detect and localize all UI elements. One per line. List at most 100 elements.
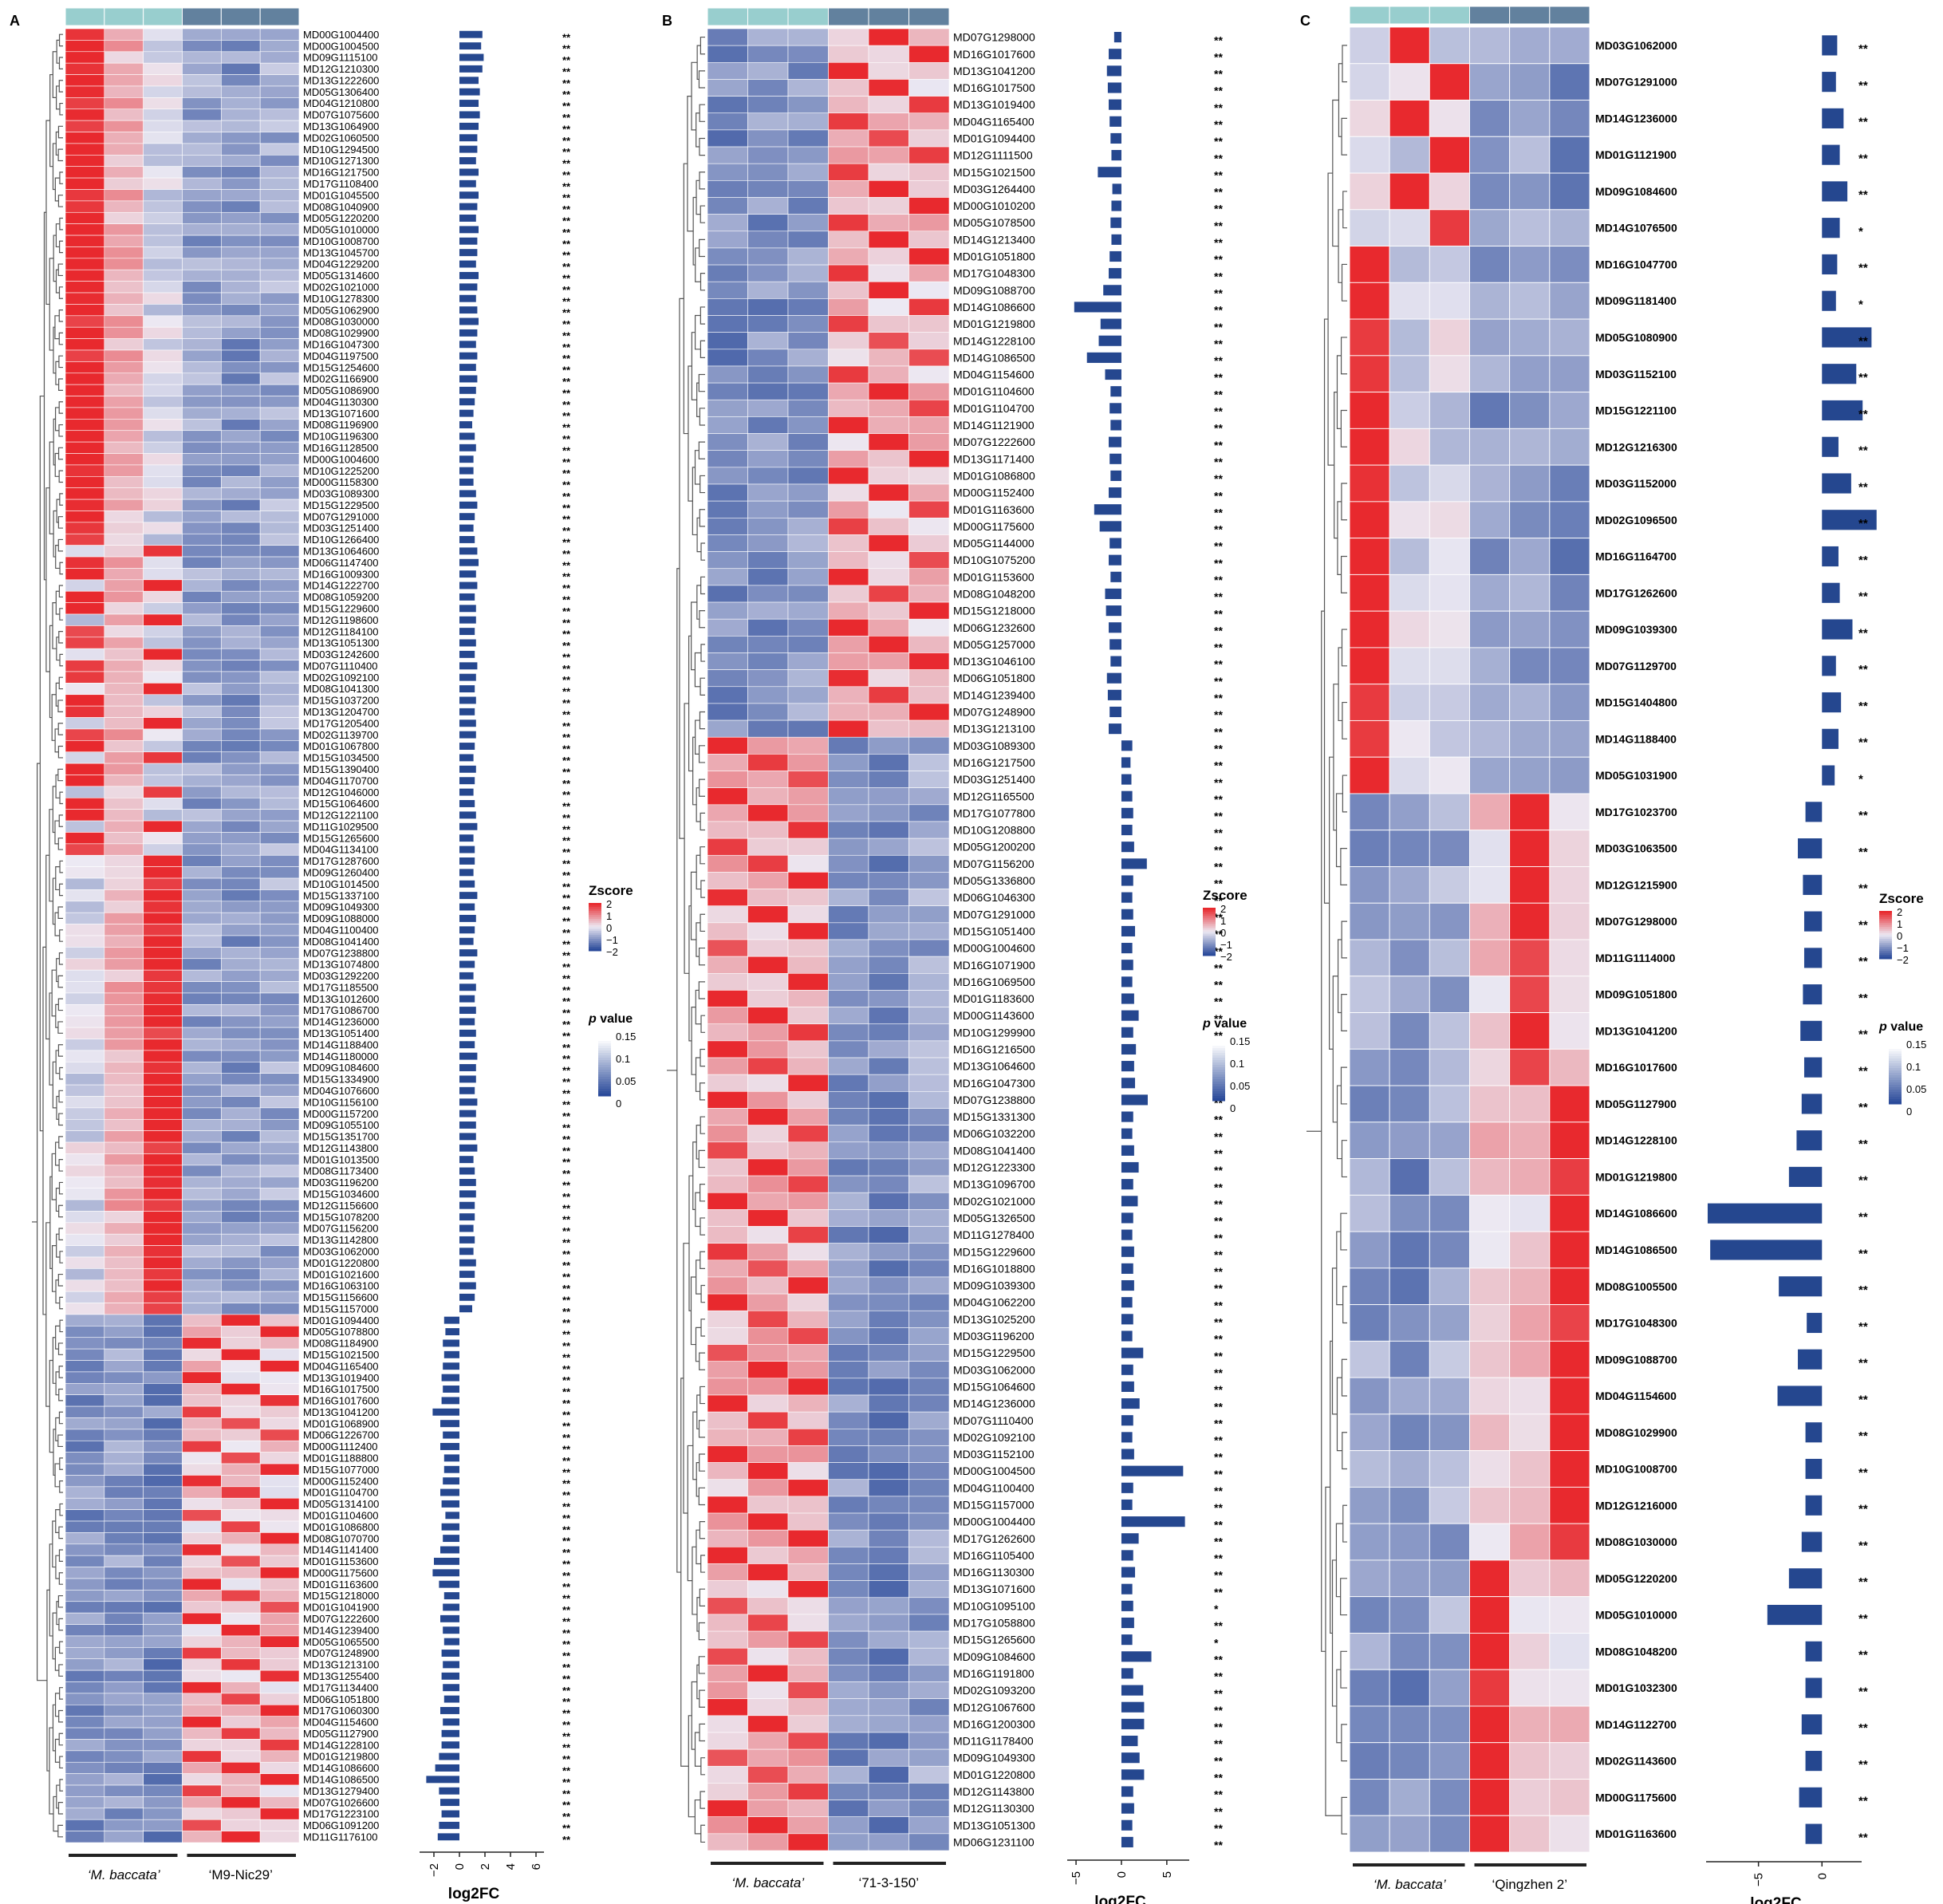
zscore-colorbar-step: [1879, 947, 1892, 949]
heatmap-cell: [1389, 464, 1430, 503]
heatmap-cell: [143, 637, 183, 649]
heatmap-cell: [1429, 939, 1470, 977]
heatmap-cell: [104, 590, 144, 603]
heatmap-cell: [143, 602, 183, 615]
heatmap-cell: [182, 189, 222, 202]
heatmap-cell: [65, 625, 105, 638]
heatmap-cell: [221, 62, 261, 75]
heatmap-cell: [707, 1125, 748, 1143]
log2fc-bar: [459, 1075, 476, 1083]
heatmap-cell: [259, 1130, 300, 1143]
heatmap-cell: [1469, 647, 1511, 685]
heatmap-cell: [787, 180, 829, 198]
heatmap-cell: [828, 1496, 869, 1514]
heatmap-cell: [707, 1192, 748, 1210]
heatmap-cell: [1429, 610, 1470, 648]
gene-label: MD14G1180000: [303, 1051, 378, 1062]
heatmap-cell: [787, 112, 829, 131]
heatmap-cell: [259, 1750, 300, 1763]
zscore-colorbar-step: [1879, 956, 1892, 960]
heatmap-cell: [143, 419, 183, 432]
significance-mark: **: [1858, 1612, 1868, 1626]
dendrogram-branch: [699, 1082, 705, 1101]
pvalue-colorbar-step: [1889, 1078, 1902, 1081]
heatmap-cell: [182, 1279, 222, 1292]
heatmap-cell: [143, 1303, 183, 1315]
heatmap-cell: [868, 1091, 909, 1109]
significance-mark: **: [562, 1283, 571, 1295]
heatmap-cell: [747, 1074, 789, 1092]
dendrogram-branch: [1331, 1559, 1337, 1707]
heatmap-cell: [65, 166, 105, 179]
gene-label: MD08G1030000: [303, 316, 379, 328]
heatmap-cell: [828, 1630, 869, 1649]
heatmap-cell: [143, 1383, 183, 1395]
heatmap-cell: [1429, 574, 1470, 612]
log2fc-bar: [1109, 116, 1121, 127]
log2fc-bar: [1707, 1203, 1823, 1224]
zscore-colorbar-step: [589, 907, 601, 909]
heatmap-cell: [104, 1027, 144, 1039]
heatmap-cell: [747, 838, 789, 856]
heatmap-cell: [182, 132, 222, 144]
heatmap-cell: [787, 1479, 829, 1497]
heatmap-cell: [259, 568, 300, 581]
significance-mark: **: [562, 54, 571, 66]
heatmap-cell: [1549, 610, 1590, 648]
heatmap-cell: [143, 1268, 183, 1281]
dendrogram-branch: [56, 958, 60, 983]
dendrogram-branch: [698, 1656, 705, 1674]
log2fc-bar: [1822, 619, 1853, 640]
gene-label: MD04G1197500: [303, 350, 378, 362]
heatmap-cell: [65, 1291, 105, 1303]
heatmap-cell: [787, 1141, 829, 1160]
zscore-colorbar-step: [1203, 924, 1216, 926]
heatmap-cell: [1429, 100, 1470, 137]
gene-label: MD04G1210800: [303, 97, 379, 109]
heatmap-cell: [221, 613, 261, 626]
heatmap-cell: [182, 1245, 222, 1258]
significance-mark: **: [1214, 1569, 1223, 1582]
heatmap-cell: [104, 1555, 144, 1567]
dendrogram-branch: [57, 1273, 63, 1287]
heatmap-cell: [104, 200, 144, 213]
significance-mark: **: [562, 1386, 571, 1398]
pvalue-colorbar-step: [598, 1079, 611, 1082]
log2fc-bar: [443, 1465, 459, 1473]
heatmap-cell: [259, 786, 300, 798]
dendrogram-branch: [57, 745, 63, 759]
heatmap-cell: [104, 1739, 144, 1752]
zscore-tick-label: 0: [606, 922, 612, 934]
significance-mark: **: [1214, 1484, 1223, 1497]
dendrogram-branch: [1341, 1358, 1347, 1397]
heatmap-cell: [828, 467, 869, 485]
gene-label: MD03G1152000: [1595, 477, 1677, 490]
significance-mark: **: [562, 1708, 571, 1720]
heatmap-cell: [1549, 1158, 1590, 1196]
log2fc-bar: [443, 1454, 459, 1462]
heatmap-cell: [868, 1800, 909, 1818]
gene-label: MD12G1215900: [1595, 878, 1677, 891]
heatmap-cell: [259, 430, 300, 443]
group-annotation-cell: [1429, 6, 1471, 25]
heatmap-cell: [787, 1091, 829, 1109]
pvalue-tick-label: 0.05: [1906, 1083, 1926, 1095]
heatmap-cell: [182, 1394, 222, 1407]
heatmap-cell: [65, 487, 105, 500]
heatmap-cell: [65, 430, 105, 443]
heatmap-cell: [143, 74, 183, 87]
dendrogram-branch: [54, 820, 60, 845]
heatmap-cell: [1509, 1267, 1551, 1306]
pvalue-colorbar-step: [1212, 1060, 1225, 1063]
heatmap-cell: [143, 1704, 183, 1717]
heatmap-cell: [1349, 1669, 1390, 1707]
significance-mark: **: [562, 1500, 571, 1512]
gene-label: MD10G1075200: [953, 554, 1035, 566]
heatmap-cell: [143, 1360, 183, 1373]
heatmap-cell: [1509, 136, 1551, 174]
significance-mark: **: [562, 1030, 571, 1042]
significance-mark: **: [1858, 1429, 1868, 1443]
dendrogram-branch: [56, 1784, 60, 1809]
heatmap-cell: [707, 838, 748, 856]
heatmap-cell: [908, 905, 950, 924]
